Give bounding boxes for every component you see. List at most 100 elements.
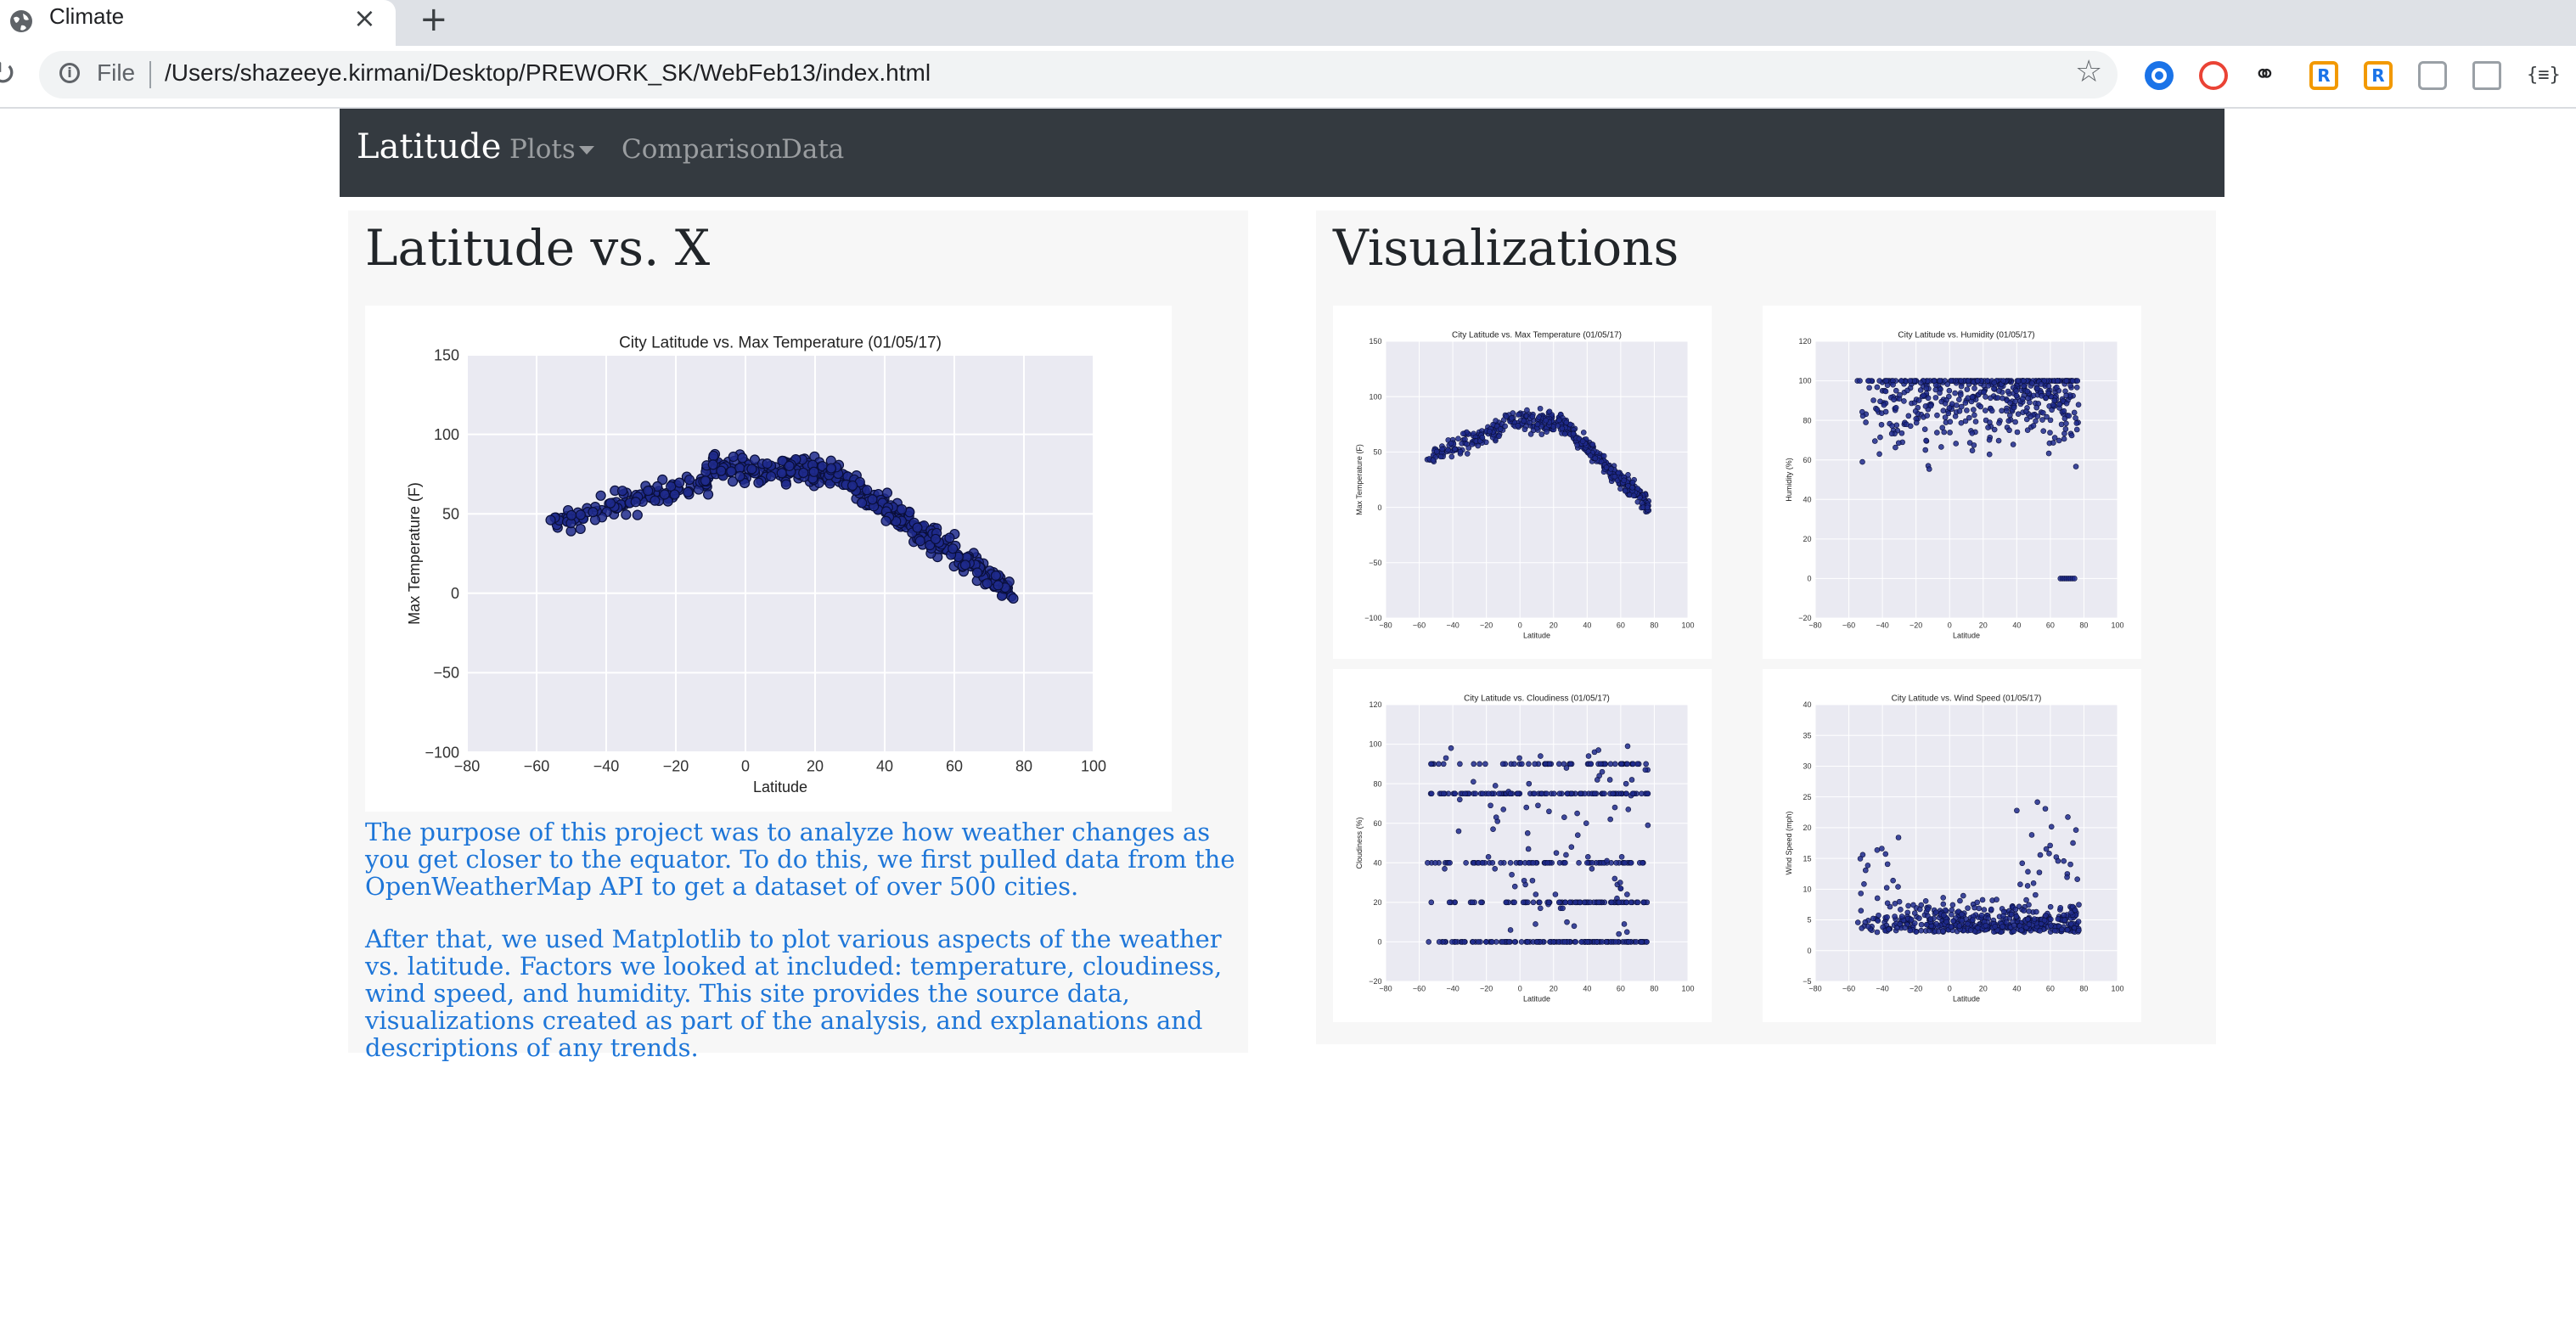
data-point: [1902, 925, 1909, 931]
data-point: [1987, 419, 1993, 425]
data-point: [2033, 404, 2040, 411]
data-point: [896, 503, 908, 515]
address-bar[interactable]: i File /Users/shazeeye.kirmani/Desktop/P…: [39, 51, 2118, 98]
data-point: [2050, 402, 2056, 408]
data-point: [1516, 755, 1522, 762]
data-point: [1535, 802, 1541, 809]
thumbnail-wind-speed[interactable]: −80 −60 −40 −20 0 20 40 60 80 100 −5 0 5 10 15 20 25 30 35…: [1763, 669, 2141, 1022]
caret-down-icon[interactable]: [579, 146, 594, 155]
printer-icon[interactable]: [2472, 61, 2501, 90]
data-point: [588, 507, 599, 518]
data-point: [2028, 379, 2035, 386]
data-point: [1956, 923, 1963, 929]
data-point: [1583, 820, 1589, 827]
star-icon[interactable]: ☆: [2075, 54, 2103, 89]
link-icon[interactable]: ⚭: [2253, 58, 2276, 90]
braces-icon[interactable]: {≡}: [2527, 65, 2561, 86]
close-icon[interactable]: ×: [353, 2, 376, 34]
reload-icon[interactable]: ↻: [0, 54, 17, 93]
data-point: [1588, 761, 1594, 767]
x-tick-label: −20: [1910, 621, 1922, 629]
data-point: [1877, 398, 1883, 405]
data-point: [683, 486, 694, 497]
data-point: [1986, 436, 1993, 443]
data-point: [1921, 426, 1928, 432]
data-point: [784, 460, 795, 471]
y-tick-label: 0: [1807, 947, 1811, 955]
data-point: [1511, 883, 1518, 890]
data-point: [2047, 430, 2053, 436]
data-point: [683, 474, 695, 486]
x-tick-label: 80: [1650, 984, 1658, 992]
data-point: [2042, 806, 2049, 812]
data-point: [1526, 761, 1532, 767]
data-point: [1436, 939, 1443, 945]
extension-r-icon-2[interactable]: R: [2364, 61, 2393, 90]
video-icon[interactable]: [2418, 61, 2447, 90]
data-point: [1918, 921, 1925, 928]
thumbnail-temperature[interactable]: −80 −60 −40 −20 0 20 40 60 80 100 −100 −50 0 50 100 150…: [1333, 306, 1712, 659]
data-point: [2012, 419, 2018, 425]
data-point: [1630, 492, 1637, 499]
data-point: [1556, 761, 1562, 767]
y-tick-label: 150: [434, 346, 459, 363]
visualizations-panel: Visualizations −80 −60 −40 −20 0 20 40 60 80 100−…: [1316, 211, 2216, 1044]
data-point: [1624, 761, 1630, 767]
data-point: [1907, 378, 1914, 384]
main-plot-card[interactable]: −80 −60 −40 −20 0 20 40 60 80 100 −100 −50 0 50 100 150…: [365, 306, 1172, 812]
data-point: [2038, 381, 2044, 387]
data-point: [1483, 939, 1489, 945]
data-point: [1897, 921, 1903, 927]
data-point: [2000, 908, 2007, 915]
data-point: [1561, 430, 1568, 437]
data-point: [1996, 420, 2002, 426]
data-point: [1585, 854, 1591, 860]
data-point: [2045, 383, 2052, 390]
data-point: [2025, 868, 2031, 875]
extension-circle-icon[interactable]: [2145, 61, 2174, 90]
data-point: [2054, 384, 2060, 391]
data-point: [1537, 405, 1544, 412]
data-point: [575, 523, 586, 535]
data-point: [2066, 413, 2073, 419]
data-point: [1904, 421, 1910, 428]
data-point: [1624, 891, 1630, 897]
extension-r-icon[interactable]: R: [2309, 61, 2338, 90]
data-point: [2064, 927, 2071, 933]
extension-ring-icon[interactable]: [2199, 61, 2228, 90]
plus-icon[interactable]: +: [419, 0, 448, 39]
y-tick-label: 60: [1373, 819, 1381, 828]
data-point: [2064, 874, 2070, 880]
x-tick-label: 20: [1550, 621, 1558, 629]
data-point: [1629, 790, 1636, 797]
data-point: [1870, 915, 1876, 922]
data-point: [1956, 408, 1963, 414]
data-point: [1640, 899, 1647, 906]
thumbnail-humidity[interactable]: −80 −60 −40 −20 0 20 40 60 80 100 −20 0 20 40 60 80 100 1…: [1763, 306, 2141, 659]
thumbnail-cloudiness[interactable]: −80 −60 −40 −20 0 20 40 60 80 100 −20 0 20 40 60 80 100 1…: [1333, 669, 1712, 1022]
data-point: [2068, 432, 2075, 439]
info-icon[interactable]: i: [59, 63, 80, 83]
data-point: [1927, 916, 1934, 922]
data-point: [2013, 388, 2020, 394]
nav-plots-dropdown[interactable]: Plots: [509, 134, 576, 165]
data-point: [1616, 930, 1622, 937]
data-point: [2044, 413, 2050, 420]
x-tick-label: 40: [876, 758, 893, 775]
data-point: [666, 481, 677, 492]
data-point: [1568, 844, 1575, 850]
data-point: [2067, 382, 2073, 389]
data-point: [1448, 939, 1455, 945]
nav-data[interactable]: Data: [781, 134, 845, 165]
data-point: [2039, 417, 2045, 423]
data-point: [1926, 466, 1932, 472]
nav-comparison[interactable]: Comparison: [622, 134, 783, 165]
data-point: [1937, 378, 1943, 384]
data-point: [1994, 897, 1999, 902]
y-axis-label: Humidity (%): [1785, 458, 1793, 502]
data-point: [2005, 418, 2012, 424]
navbar-brand[interactable]: Latitude: [357, 127, 502, 166]
data-point: [1533, 891, 1539, 897]
browser-tab[interactable]: Climate ×: [0, 0, 396, 46]
url-text[interactable]: /Users/shazeeye.kirmani/Desktop/PREWORK_…: [165, 59, 931, 86]
